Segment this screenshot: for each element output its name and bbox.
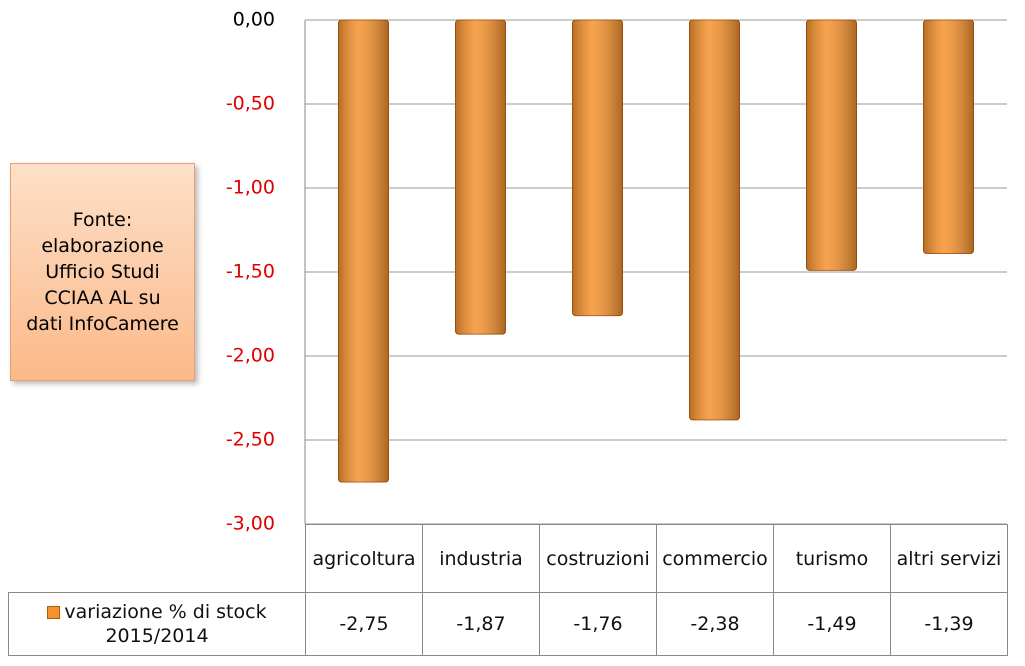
bar-shade	[806, 20, 857, 271]
x-tick-label: costruzioni	[539, 524, 657, 593]
x-tick-label: agricoltura	[305, 524, 423, 593]
y-tick-label: -0,50	[226, 93, 275, 115]
value-label: -1,76	[539, 592, 657, 656]
y-tick-label: -2,00	[226, 345, 275, 367]
x-tick-label: industria	[422, 524, 540, 593]
source-note: Fonte: elaborazione Ufficio Studi CCIAA …	[10, 163, 195, 381]
x-tick-label: turismo	[773, 524, 891, 593]
value-label: -1,39	[890, 592, 1008, 656]
y-tick-label: -1,50	[226, 261, 275, 283]
y-tick-label: 0,00	[233, 9, 275, 31]
value-label: -1,87	[422, 592, 540, 656]
legend-label: variazione % di stock 2015/2014	[64, 601, 267, 647]
bar-shade	[338, 20, 389, 482]
bar-shade	[923, 20, 974, 254]
value-label: -2,75	[305, 592, 423, 656]
value-label: -1,49	[773, 592, 891, 656]
value-label: -2,38	[656, 592, 774, 656]
y-tick-label: -3,00	[226, 513, 275, 535]
bar-shade	[689, 20, 740, 420]
x-tick-label: altri servizi	[890, 524, 1008, 593]
bar-shade	[455, 20, 506, 335]
bar-shade	[572, 20, 623, 316]
x-tick-label: commercio	[656, 524, 774, 593]
legend-cell: variazione % di stock 2015/2014	[8, 592, 306, 656]
y-tick-label: -1,00	[226, 177, 275, 199]
y-tick-label: -2,50	[226, 429, 275, 451]
